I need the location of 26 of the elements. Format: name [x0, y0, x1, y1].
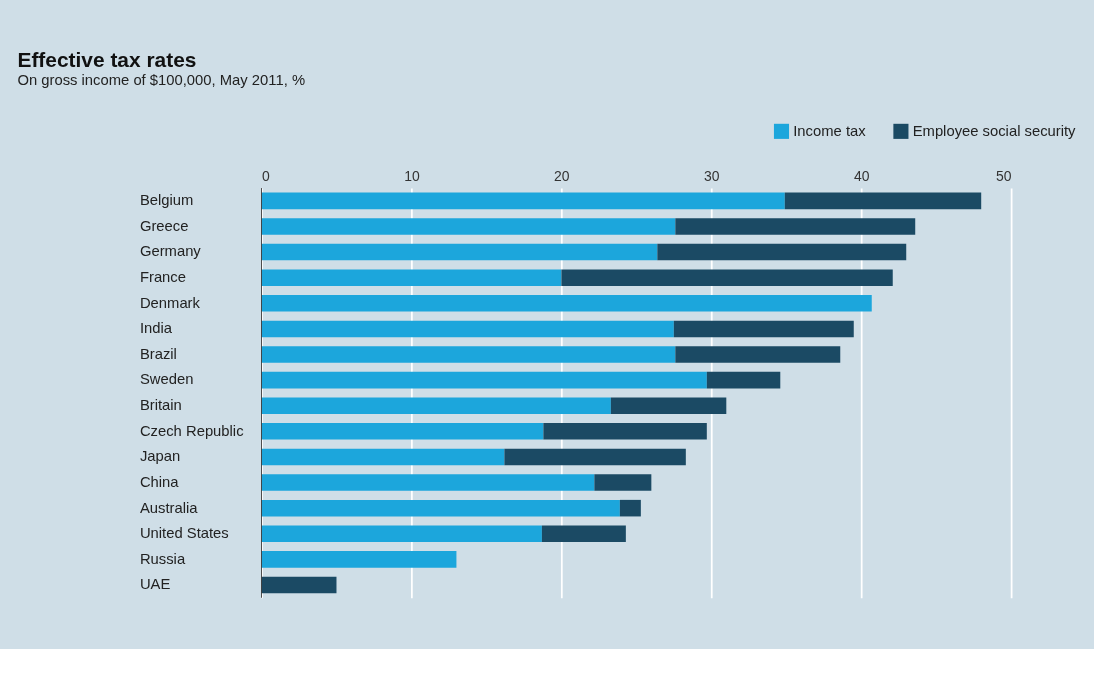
y-tick-label: Australia — [139, 499, 199, 516]
y-tick-label: France — [139, 269, 186, 286]
y-tick-label: Germany — [139, 243, 202, 260]
chart-title: Effective tax rates — [17, 47, 197, 71]
y-tick-label: Sweden — [139, 371, 194, 388]
x-tick-label: 40 — [853, 167, 870, 184]
y-tick-label: Brazil — [139, 345, 177, 362]
x-tick-label: 20 — [554, 167, 570, 184]
y-tick-label: China — [139, 473, 180, 490]
x-tick-label: 0 — [261, 167, 270, 184]
y-tick-label: Britain — [139, 397, 182, 414]
legend-label: Income tax — [793, 122, 867, 139]
y-tick-label: Denmark — [139, 294, 201, 311]
y-tick-label: Czech Republic — [139, 422, 245, 439]
y-tick-label: Russia — [139, 550, 186, 567]
y-tick-label: Japan — [139, 448, 181, 465]
x-tick-label: 30 — [704, 167, 720, 184]
chart-subtitle: On gross income of $100,000, May 2011, % — [17, 72, 306, 89]
x-tick-label: 10 — [404, 167, 420, 184]
x-tick-label: 50 — [996, 167, 1012, 184]
y-tick-label: Belgium — [139, 192, 194, 209]
y-tick-label: Greece — [139, 217, 189, 234]
y-tick-label: India — [139, 320, 173, 337]
y-tick-label: UAE — [139, 576, 171, 593]
y-tick-label: United States — [139, 525, 229, 542]
legend-label: Employee social security — [912, 122, 1077, 139]
